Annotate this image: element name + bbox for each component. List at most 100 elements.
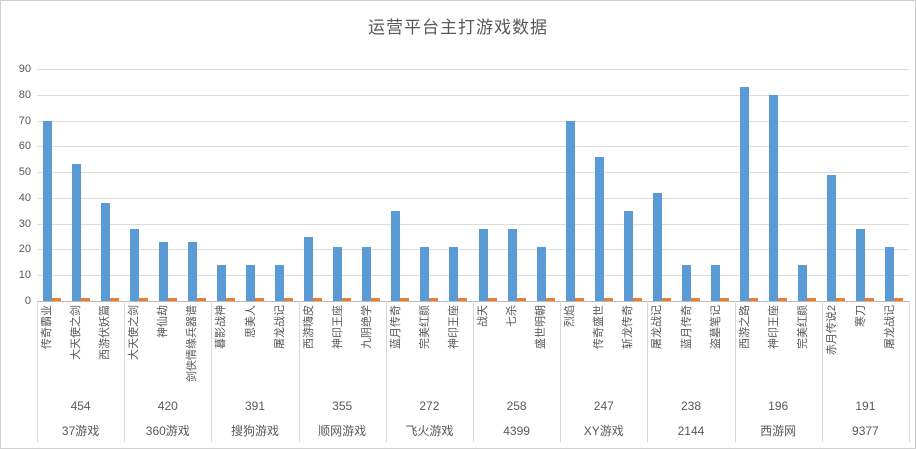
bar <box>216 264 226 301</box>
game-label: 赤月传说2 <box>825 305 838 356</box>
gridline <box>37 249 909 251</box>
secondary-bar <box>720 298 730 301</box>
gridline <box>37 275 909 277</box>
secondary-bar <box>487 298 497 301</box>
y-axis-tick-label: 50 <box>18 166 31 179</box>
bar <box>885 246 895 301</box>
group-divider <box>211 301 213 442</box>
secondary-bar <box>80 298 90 301</box>
bar <box>42 120 52 301</box>
game-label: 寒刀 <box>854 305 867 327</box>
game-label: 战天 <box>477 305 490 327</box>
bar <box>100 203 110 301</box>
secondary-bar <box>574 298 584 301</box>
bar <box>711 264 721 301</box>
gridline <box>37 120 909 122</box>
y-axis-tick-label: 20 <box>18 243 31 256</box>
y-axis-tick-label: 80 <box>18 88 31 101</box>
secondary-bar <box>51 298 61 301</box>
platform-label: 飞火游戏 <box>405 424 454 438</box>
secondary-bar <box>661 298 671 301</box>
secondary-bar <box>167 298 177 301</box>
y-axis-tick-label: 90 <box>18 63 31 75</box>
secondary-bar <box>371 298 381 301</box>
secondary-bar <box>836 298 846 301</box>
bar <box>187 241 197 301</box>
game-label: 传奇霸业 <box>41 305 54 349</box>
platform-label: 2144 <box>677 424 705 438</box>
group-divider <box>298 301 300 442</box>
secondary-bar <box>400 298 410 301</box>
game-label: 九阴绝学 <box>360 305 373 349</box>
game-label: 神印王座 <box>767 305 780 349</box>
game-label: 烈焰 <box>564 305 577 327</box>
secondary-bar <box>196 298 206 301</box>
bar <box>536 246 546 301</box>
game-label: 神印王座 <box>447 305 460 349</box>
bar <box>158 241 168 301</box>
group-total: 238 <box>680 399 701 413</box>
bar <box>769 94 779 301</box>
game-label: 思美人 <box>244 305 257 338</box>
bar <box>420 246 430 301</box>
bar <box>594 156 604 301</box>
game-label: 西游嗨皮 <box>302 305 315 349</box>
game-label: 蓝月传奇 <box>389 305 402 349</box>
bar <box>333 246 343 301</box>
bar <box>304 236 314 301</box>
secondary-bar <box>342 298 352 301</box>
game-label: 盗墓笔记 <box>709 305 722 349</box>
secondary-bar <box>603 298 613 301</box>
bar <box>827 174 837 301</box>
bar <box>71 164 81 301</box>
game-label: 神仙劫 <box>157 305 170 338</box>
group-divider <box>560 301 562 442</box>
platform-label: 360游戏 <box>145 424 190 438</box>
secondary-bar <box>865 298 875 301</box>
group-divider <box>124 301 126 442</box>
group-divider <box>821 301 823 442</box>
group-total: 355 <box>332 399 353 413</box>
gridline <box>37 197 909 199</box>
game-label: 斩龙传奇 <box>622 305 635 349</box>
secondary-bar <box>138 298 148 301</box>
y-axis-tick-label: 40 <box>18 191 31 204</box>
group-total: 420 <box>157 399 178 413</box>
secondary-bar <box>749 298 759 301</box>
game-label: 剑侠情缘兵器谱 <box>186 305 199 382</box>
game-label: 蓝月传奇 <box>680 305 693 349</box>
y-axis-tick-label: 10 <box>18 269 31 282</box>
group-total: 258 <box>506 399 527 413</box>
platform-label: 4399 <box>503 424 530 438</box>
secondary-bar <box>255 298 264 301</box>
bar <box>391 210 401 301</box>
y-axis-tick-label: 60 <box>18 140 31 153</box>
group-total: 391 <box>244 399 265 413</box>
game-label: 屠龙战记 <box>651 305 664 349</box>
bar <box>275 264 285 301</box>
game-label: 七杀 <box>506 305 519 327</box>
game-label: 西游伏妖篇 <box>99 305 112 360</box>
y-axis-tick-label: 70 <box>18 114 31 127</box>
secondary-bar <box>691 298 700 301</box>
group-divider <box>385 301 387 442</box>
secondary-bar <box>429 298 439 301</box>
game-label: 大天使之剑 <box>128 305 141 360</box>
bar <box>740 87 750 301</box>
gridline <box>37 69 909 70</box>
secondary-bar <box>632 298 642 301</box>
bar <box>798 264 808 301</box>
group-total: 454 <box>70 399 91 413</box>
group-divider <box>37 301 38 442</box>
bar <box>478 228 488 301</box>
secondary-bar <box>516 298 526 301</box>
secondary-bar <box>545 298 555 301</box>
secondary-bar <box>894 298 904 301</box>
game-label: 神印王座 <box>331 305 344 349</box>
gridline <box>37 94 909 96</box>
gridline <box>37 223 909 225</box>
secondary-bar <box>109 298 119 301</box>
group-divider <box>734 301 736 442</box>
platform-label: 顺网游戏 <box>318 424 367 438</box>
